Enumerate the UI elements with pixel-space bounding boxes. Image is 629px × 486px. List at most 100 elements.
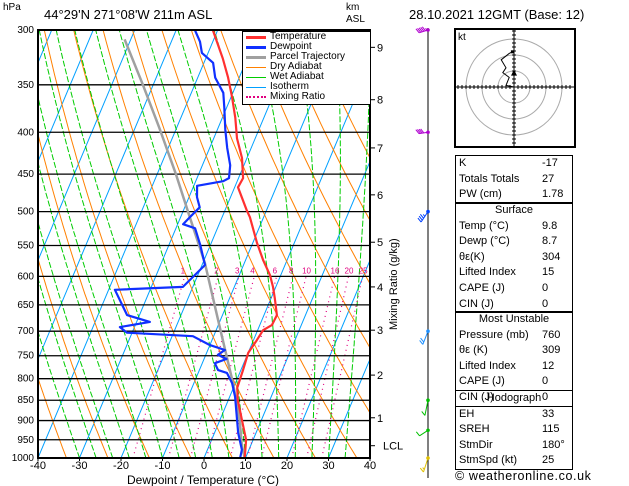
row-label: CIN (J)	[459, 390, 494, 403]
dry-adiabat-line	[279, 30, 370, 222]
wind-barb-feather	[421, 26, 426, 32]
table-row: CIN (J) 0	[456, 390, 572, 406]
table-row: SREH 115	[456, 422, 572, 438]
row-label: θε(K)	[459, 250, 485, 263]
background-lines	[38, 30, 370, 458]
copyright-footer[interactable]: © weatheronline.co.uk	[455, 469, 592, 483]
isotherm-line	[244, 160, 370, 458]
row-label: CAPE (J)	[459, 375, 505, 388]
row-value: 15	[542, 266, 555, 279]
row-label: θε (K)	[459, 344, 488, 357]
hodograph-table: Hodograph EH 33 SREH 115 StmDir 180° StmSpd…	[455, 390, 573, 470]
most-unstable-table: Most Unstable Pressure (mb) 760 θε (K) 309…	[455, 311, 573, 407]
pressure-tick-label: 300	[17, 25, 34, 36]
wet-adiabat-line	[38, 160, 130, 458]
pressure-tick-label: 650	[17, 300, 34, 311]
x-tick-label: -40	[30, 460, 46, 472]
isotherm-line	[38, 30, 177, 361]
row-label: CAPE (J)	[459, 281, 505, 294]
wet-adiabat-line	[344, 47, 370, 458]
row-value: 115	[542, 423, 560, 436]
x-tick-label: 20	[281, 460, 293, 472]
wind-barb-feather	[419, 467, 424, 473]
section-title: Hodograph	[486, 392, 542, 404]
row-value: 9.8	[542, 219, 558, 232]
isotherm-line	[38, 30, 136, 262]
hodograph-unit-label: kt	[458, 32, 466, 43]
x-tick-label: 40	[364, 460, 376, 472]
x-tick-label: 0	[201, 460, 207, 472]
section-title: Surface	[495, 204, 533, 216]
pressure-tick-label: 700	[17, 326, 34, 337]
wind-barb-staff	[424, 400, 429, 416]
mixing-ratio-label: 8	[289, 266, 294, 275]
wet-adiabat-line	[118, 30, 230, 458]
pressure-tick-label: 500	[17, 207, 34, 218]
row-value: 33	[542, 407, 555, 420]
parcel-trajectory-line	[123, 38, 246, 458]
row-value: 0	[542, 297, 549, 310]
row-value: -17	[542, 157, 558, 169]
pressure-tick-label: 550	[17, 240, 34, 251]
table-row: CAPE (J) 0	[456, 281, 572, 297]
dry-adiabat-line	[73, 30, 233, 458]
row-value: 25	[542, 454, 555, 467]
pressure-tick-label: 950	[17, 435, 34, 446]
row-label: K	[459, 157, 467, 169]
isotherm-line	[38, 30, 94, 163]
legend-label: Dewpoint	[270, 41, 312, 52]
km-tick-label: LCL	[383, 441, 403, 453]
x-tick-label: -20	[113, 460, 129, 472]
x-tick-label: 10	[239, 460, 251, 472]
row-label: Temp (°C)	[459, 219, 509, 232]
mixing-ratio-label: 1	[181, 266, 186, 275]
mixing-ratio-line	[167, 276, 219, 458]
x-axis-label: Dewpoint / Temperature (°C)	[127, 473, 279, 486]
row-value: 0	[542, 375, 549, 388]
pressure-tick-label: 600	[17, 271, 34, 282]
km-unit-line2: ASL	[346, 14, 365, 25]
wind-barb-feather	[415, 28, 420, 34]
x-tick-label: -30	[72, 460, 88, 472]
wind-barb-feather	[419, 213, 424, 219]
row-value: 309	[542, 344, 561, 357]
mixing-ratio-label: 16	[331, 266, 340, 275]
row-value: 0	[542, 390, 549, 403]
table-row: Lifted Index 12	[456, 359, 572, 375]
legend-swatch	[246, 96, 266, 98]
wet-adiabat-line	[328, 30, 341, 458]
isotherm-line	[327, 357, 370, 458]
mixing-ratio-axis-label: Mixing Ratio (g/kg)	[388, 238, 400, 330]
x-tick-label: 30	[322, 460, 334, 472]
wind-barb-feather	[420, 26, 425, 32]
dry-adiabat-line	[220, 30, 370, 349]
wet-adiabat-line	[38, 276, 97, 458]
km-tick-label: 8	[377, 95, 383, 107]
mixing-ratio-line	[306, 276, 350, 458]
wet-adiabat-line	[177, 30, 263, 458]
km-tick-label: 3	[377, 325, 383, 337]
legend-swatch	[246, 35, 266, 39]
table-row: CIN (J) 0	[456, 297, 572, 313]
km-tick-label: 4	[377, 282, 383, 294]
mixing-ratio-label: 25	[359, 266, 368, 275]
hodograph-end-marker	[510, 50, 514, 54]
location-title: 44°29'N 271°08'W 211m ASL	[44, 7, 213, 22]
temperature-line	[211, 30, 278, 458]
table-row: Totals Totals 27	[456, 172, 572, 188]
mixing-ratio-label: 4	[250, 266, 255, 275]
legend-label: Dry Adiabat	[270, 61, 322, 72]
dry-adiabat-line	[43, 30, 192, 458]
wet-adiabat-line	[38, 330, 80, 458]
wind-barb-feather	[425, 27, 428, 31]
wet-adiabat-line	[38, 220, 114, 458]
wind-barb-feather	[420, 337, 425, 343]
dry-adiabat-line	[38, 257, 109, 458]
axis-labels: 1 2 3 4 6 8 10 16 20 2530035040045050055060065070…	[12, 25, 403, 486]
km-unit-label: km ASL	[346, 2, 365, 26]
row-value: 8.7	[542, 235, 558, 248]
table-row: Temp (°C) 9.8	[456, 219, 572, 235]
table-row: θε(K) 304	[456, 250, 572, 266]
row-value: 180°	[542, 438, 565, 451]
wind-barb-staff	[423, 457, 429, 473]
